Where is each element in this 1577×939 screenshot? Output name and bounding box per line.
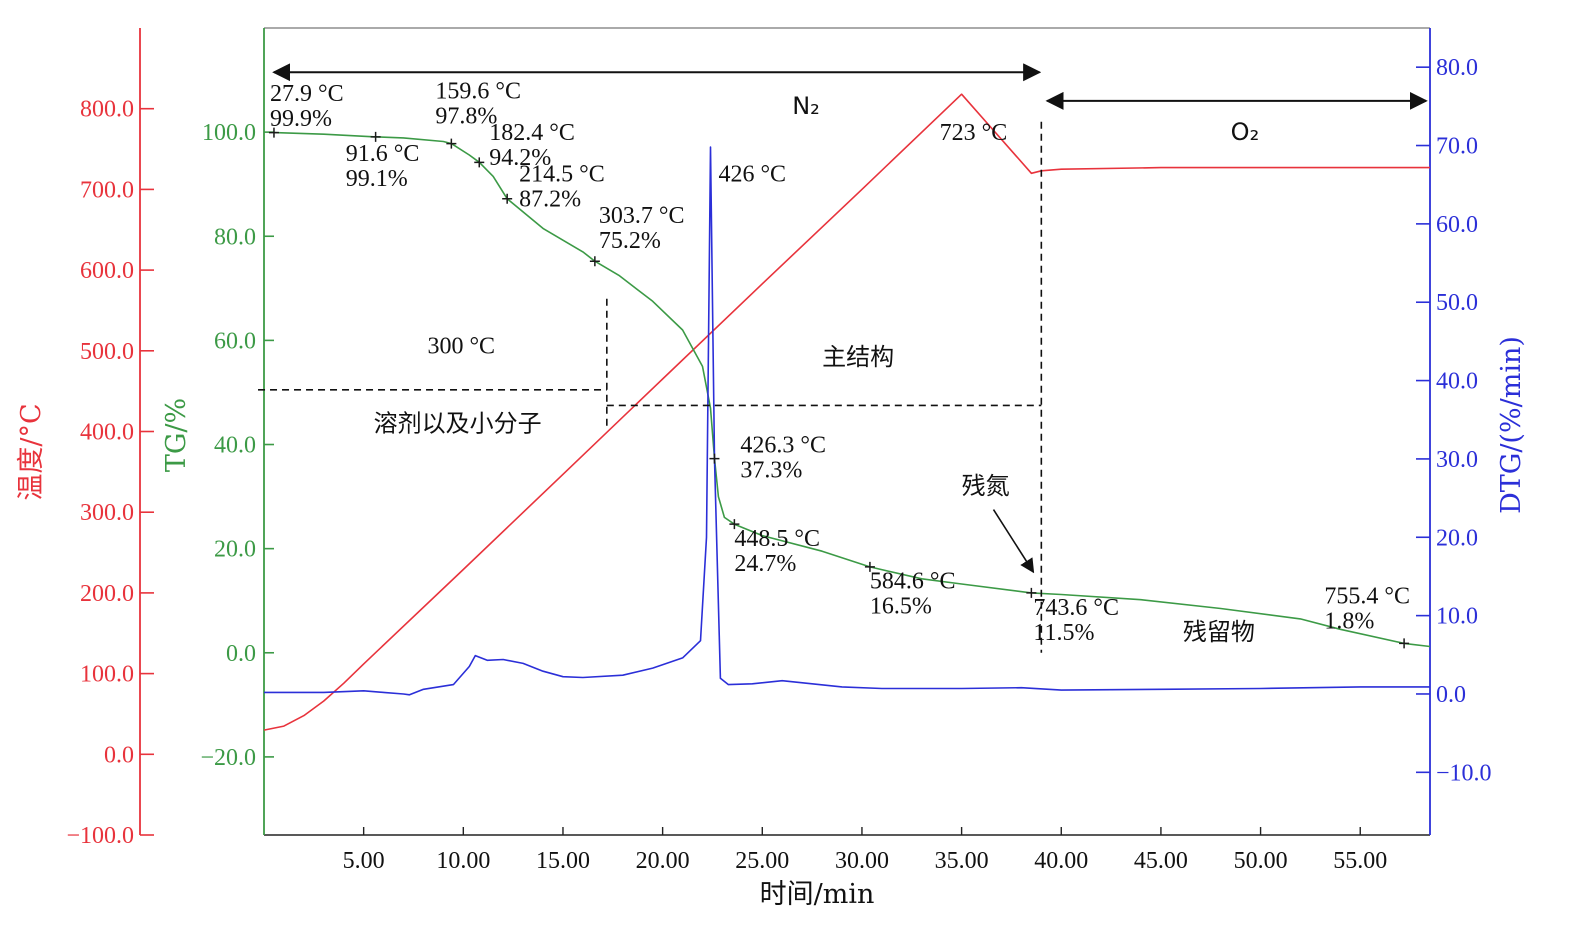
dtg-tick-label: 70.0	[1436, 134, 1478, 160]
marker-temperature-label: 755.4 °C	[1324, 583, 1410, 609]
temperature-tick-label: 700.0	[80, 177, 134, 203]
temperature-426-label: 426 °C	[718, 162, 786, 188]
main-structure-label: 主结构	[822, 343, 894, 371]
dtg-tick-label: 40.0	[1436, 369, 1478, 395]
residue-label: 残留物	[1183, 618, 1255, 646]
tg-marker	[1026, 587, 1037, 598]
marker-temperature-label: 743.6 °C	[1033, 595, 1119, 621]
tg-marker	[502, 193, 513, 204]
marker-mass-label: 16.5%	[870, 594, 932, 620]
residual-nitrogen-label: 残氮	[962, 472, 1010, 500]
tg-tick-label: 100.0	[202, 120, 256, 146]
marker-temperature-label: 448.5 °C	[734, 526, 820, 552]
dtg-axis-title: DTG/(%/min)	[1496, 336, 1527, 514]
marker-temperature-label: 27.9 °C	[270, 81, 344, 107]
marker-temperature-label: 584.6 °C	[870, 569, 956, 595]
dtg-tick-label: −10.0	[1436, 760, 1492, 786]
n2-label: N₂	[792, 92, 820, 120]
temperature-tick-label: 800.0	[80, 97, 134, 123]
marker-mass-label: 94.2%	[489, 145, 551, 171]
marker-mass-label: 99.1%	[346, 166, 408, 192]
dtg-curve	[264, 146, 1430, 696]
temperature-tick-label: −100.0	[66, 823, 134, 849]
tg-marker	[709, 453, 720, 464]
marker-mass-label: 75.2%	[599, 228, 661, 254]
temperature-723-label: 723 °C	[940, 120, 1008, 146]
marker-mass-label: 11.5%	[1033, 620, 1094, 646]
x-tick-label: 55.00	[1333, 848, 1387, 874]
marker-temperature-label: 214.5 °C	[519, 162, 605, 188]
tg-tick-label: 20.0	[214, 537, 256, 563]
tg-axis-title: TG/%	[161, 398, 192, 472]
temperature-300-label: 300 °C	[427, 333, 495, 359]
x-tick-label: 10.00	[436, 848, 490, 874]
x-tick-label: 35.00	[935, 848, 989, 874]
x-tick-label: 20.00	[636, 848, 690, 874]
marker-mass-label: 24.7%	[734, 551, 796, 577]
marker-temperature-label: 303.7 °C	[599, 203, 685, 229]
tg-marker	[268, 127, 279, 138]
tg-tick-label: 80.0	[214, 224, 256, 250]
marker-temperature-label: 91.6 °C	[346, 141, 420, 167]
temperature-tick-label: 100.0	[80, 662, 134, 688]
marker-temperature-label: 426.3 °C	[740, 432, 826, 458]
dtg-tick-label: 50.0	[1436, 290, 1478, 316]
data-series	[263, 93, 1431, 731]
x-tick-label: 15.00	[536, 848, 590, 874]
tg-tick-label: 40.0	[214, 433, 256, 459]
dtg-tick-label: 10.0	[1436, 604, 1478, 630]
tg-marker	[589, 256, 600, 267]
dtg-tick-label: 80.0	[1436, 55, 1478, 81]
tg-marker	[1399, 638, 1410, 649]
marker-mass-label: 97.8%	[435, 103, 497, 129]
annotations: 27.9 °C99.9% 91.6 °C99.1% 159.6 °C97.8%182…	[258, 63, 1428, 653]
temperature-tick-label: 300.0	[80, 500, 134, 526]
temperature-tick-label: 600.0	[80, 258, 134, 284]
tg-marker	[370, 131, 381, 142]
marker-mass-label: 37.3%	[740, 457, 802, 483]
x-tick-label: 25.00	[735, 848, 789, 874]
x-tick-label: 30.00	[835, 848, 889, 874]
tg-marker	[864, 561, 875, 572]
tg-tick-label: −20.0	[200, 745, 256, 771]
x-axis-title: 时间/min	[760, 879, 875, 910]
dtg-tick-label: 0.0	[1436, 682, 1466, 708]
temperature-axis-title: 温度/°C	[16, 403, 47, 500]
marker-mass-label: 87.2%	[519, 187, 581, 213]
temperature-tick-label: 200.0	[80, 581, 134, 607]
temperature-tick-label: 400.0	[80, 420, 134, 446]
temperature-tick-label: 500.0	[80, 339, 134, 365]
axes: 5.00 10.00 15.00 20.00 25.00 30.00 35.00 40.00 4…	[16, 27, 1527, 910]
tg-tick-label: 60.0	[214, 328, 256, 354]
tg-marker	[729, 519, 740, 530]
marker-mass-label: 99.9%	[270, 106, 332, 132]
tg-marker	[446, 138, 457, 149]
marker-mass-label: 1.8%	[1324, 608, 1374, 634]
tg-marker	[474, 157, 485, 168]
tg-curve	[273, 131, 1431, 648]
x-tick-label: 50.00	[1234, 848, 1288, 874]
residual-nitrogen-arrow	[992, 509, 1035, 574]
temperature-tick-label: 0.0	[104, 742, 134, 768]
x-tick-label: 45.00	[1134, 848, 1188, 874]
solvent-stage-label: 溶剂以及小分子	[374, 410, 542, 438]
dtg-tick-label: 60.0	[1436, 212, 1478, 238]
tg-tick-label: 0.0	[226, 641, 256, 667]
o2-label: O₂	[1231, 118, 1260, 146]
x-tick-label: 40.00	[1034, 848, 1088, 874]
dtg-tick-label: 20.0	[1436, 525, 1478, 551]
x-tick-label: 5.00	[343, 848, 385, 874]
marker-temperature-label: 182.4 °C	[489, 120, 575, 146]
dtg-tick-label: 30.0	[1436, 447, 1478, 473]
marker-temperature-label: 159.6 °C	[435, 78, 521, 104]
